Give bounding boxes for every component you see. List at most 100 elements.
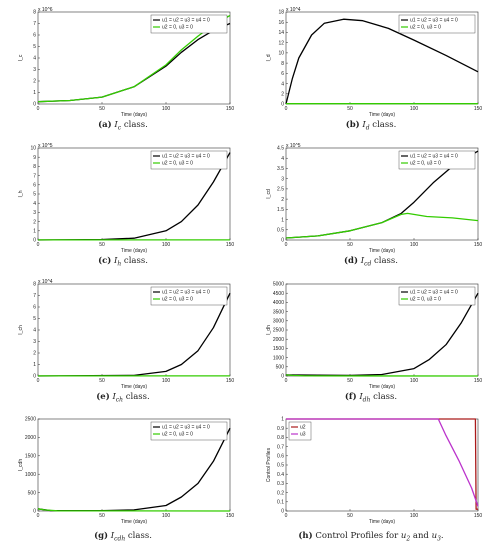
caption-b: (b) Id class.	[345, 120, 397, 132]
y-tick-label: 10	[30, 146, 36, 152]
x-tick-label: 50	[347, 242, 353, 248]
x-axis-label: Time (days)	[369, 112, 396, 118]
series-line-2	[286, 418, 479, 507]
y-exponent: x 10^5	[38, 143, 53, 149]
legend-label: u1 = u2 = u3 = u4 = 0	[162, 290, 210, 296]
y-axis-label: I_c	[18, 54, 24, 61]
legend-label: u2 = 0, u3 = 0	[410, 297, 441, 303]
x-tick-label: 0	[37, 513, 40, 519]
x-axis-label: Time (days)	[121, 112, 148, 118]
x-tick-label: 50	[347, 378, 353, 384]
y-tick-label: 0	[33, 238, 36, 244]
y-tick-label: 2500	[25, 417, 36, 423]
caption-h: (h) Control Profiles for u2 and u3.	[298, 531, 444, 543]
y-axis-label: I_cdh	[18, 459, 24, 471]
y-tick-label: 0.5	[277, 227, 284, 233]
legend-label: u1 = u2 = u3 = u4 = 0	[410, 290, 458, 296]
legend-label: u2 = 0, u3 = 0	[410, 161, 441, 167]
y-tick-label: 6	[33, 33, 36, 39]
x-axis-label: Time (days)	[369, 519, 396, 525]
y-tick-label: 4500	[273, 291, 284, 297]
y-tick-label: 2000	[25, 435, 36, 441]
y-tick-label: 14	[278, 30, 284, 36]
y-tick-label: 16	[278, 20, 284, 26]
x-tick-label: 100	[162, 378, 171, 384]
chart-d: 0 50 100 150 0 0.5 1 1.5 2 2.5 3 3.5 4 4.5 x 10^5 Time …	[266, 143, 483, 254]
x-tick-label: 0	[37, 378, 40, 384]
y-tick-label: 2	[33, 351, 36, 357]
y-tick-label: 1000	[25, 472, 36, 478]
caption-g: (g) Icdh class.	[94, 531, 152, 543]
y-tick-label: 0.8	[277, 435, 284, 441]
y-tick-label: 3000	[273, 319, 284, 325]
legend-box	[398, 150, 476, 170]
y-tick-label: 0	[281, 509, 284, 515]
y-tick-label: 0.4	[277, 472, 284, 478]
y-tick-label: 4	[33, 56, 36, 62]
caption-e: (e) Ich class.	[96, 392, 150, 404]
y-tick-label: 2	[33, 79, 36, 85]
y-exponent: x 10^6	[38, 7, 53, 13]
series-line-1	[37, 22, 231, 103]
y-axis-label: Control Profiles	[266, 447, 272, 482]
y-tick-label: 3	[33, 67, 36, 73]
y-tick-label: 0.3	[277, 481, 284, 487]
legend-label: u1 = u2 = u3 = u4 = 0	[410, 18, 458, 24]
series-line-1	[285, 292, 479, 377]
y-tick-label: 5	[33, 316, 36, 322]
legend-label: u2 = 0, u3 = 0	[162, 297, 193, 303]
legend-box	[150, 286, 228, 306]
y-tick-label: 1500	[273, 346, 284, 352]
chart-b: 0 50 100 150 0 2 4 6 8 10 12 14 16 18 x 10^4 Time (days…	[266, 7, 482, 118]
y-tick-label: 0.2	[277, 490, 284, 496]
legend-label: u1 = u2 = u3 = u4 = 0	[162, 18, 210, 24]
x-tick-label: 150	[226, 378, 235, 384]
y-tick-label: 1000	[273, 355, 284, 361]
series-line-1	[37, 427, 231, 512]
x-tick-label: 150	[226, 242, 235, 248]
y-tick-label: 1	[281, 417, 284, 423]
x-tick-label: 50	[99, 378, 105, 384]
legend-label: u2 = 0, u3 = 0	[162, 161, 193, 167]
y-tick-label: 5	[33, 44, 36, 50]
panel-e: 0 50 100 150 0 1 2 3 4 5 6 7 8 x 10^4 Time (days) I_ch u…	[8, 278, 238, 410]
x-tick-label: 0	[285, 513, 288, 519]
y-tick-label: 12	[278, 40, 284, 46]
series-line-1	[285, 18, 479, 105]
y-tick-label: 3.5	[277, 166, 284, 172]
x-tick-label: 0	[285, 106, 288, 112]
x-tick-label: 0	[285, 242, 288, 248]
y-tick-label: 18	[278, 10, 284, 16]
series-line-1	[37, 292, 231, 377]
y-tick-label: 2	[281, 197, 284, 203]
x-axis-label: Time (days)	[121, 519, 148, 525]
legend-label: u2	[300, 425, 306, 431]
caption-a: (a) Ic class.	[98, 120, 148, 132]
x-tick-label: 0	[37, 242, 40, 248]
y-tick-label: 8	[33, 282, 36, 288]
y-tick-label: 8	[281, 61, 284, 67]
panel-f: 0 50 100 150 0 500 1000 1500 2000 2500 3000 3500 400…	[256, 278, 486, 410]
panel-d: 0 50 100 150 0 0.5 1 1.5 2 2.5 3 3.5 4 4.5 x 10^5 Time …	[256, 142, 486, 274]
legend-label: u2 = 0, u3 = 0	[410, 25, 441, 31]
chart-a: 0 50 100 150 0 1 2 3 4 5 6 7 8 x 10^6 Time (days) I_c u1…	[18, 7, 234, 118]
y-tick-label: 1.5	[277, 207, 284, 213]
x-tick-label: 100	[410, 242, 419, 248]
y-tick-label: 500	[28, 490, 37, 496]
x-tick-label: 100	[162, 513, 171, 519]
x-tick-label: 100	[162, 242, 171, 248]
y-tick-label: 0.9	[277, 426, 284, 432]
y-tick-label: 4000	[273, 300, 284, 306]
x-tick-label: 150	[474, 513, 483, 519]
y-tick-label: 6	[33, 183, 36, 189]
x-tick-label: 150	[474, 242, 483, 248]
legend-box	[150, 150, 228, 170]
y-tick-label: 1	[33, 362, 36, 368]
y-axis-label: I_h	[18, 190, 24, 197]
legend-label: u2 = 0, u3 = 0	[162, 25, 193, 31]
y-tick-label: 10	[278, 51, 284, 57]
y-tick-label: 3	[33, 210, 36, 216]
y-tick-label: 0	[33, 102, 36, 108]
caption-f: (f) Idh class.	[344, 392, 398, 404]
